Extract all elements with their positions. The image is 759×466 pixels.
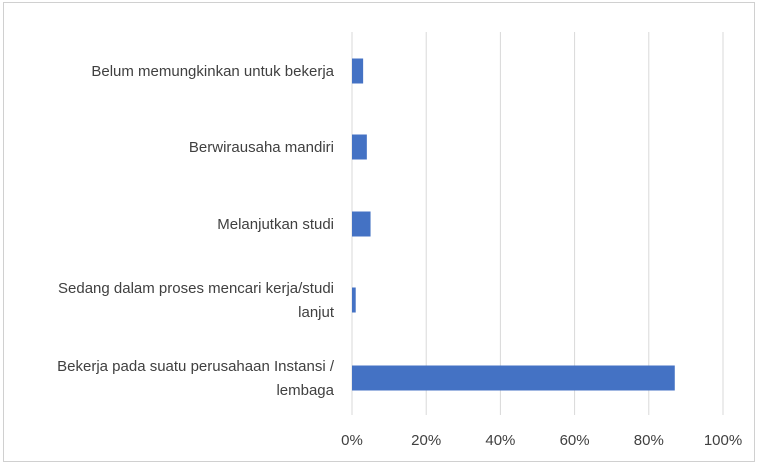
category-label-4-line-0: Bekerja pada suatu perusahaan Instansi /: [57, 358, 335, 375]
bar-2: [352, 211, 371, 237]
category-label-0: Belum memungkinkan untuk bekerja: [91, 63, 334, 80]
category-label-1: Berwirausaha mandiri: [189, 139, 334, 156]
bar-0: [352, 58, 364, 84]
category-label-2: Melanjutkan studi: [217, 216, 334, 233]
x-tick-label-4: 80%: [634, 432, 664, 449]
bar-3: [352, 287, 356, 313]
x-tick-label-2: 40%: [485, 432, 515, 449]
x-tick-label-1: 20%: [411, 432, 441, 449]
category-label-3-line-1: lanjut: [298, 304, 335, 321]
bar-1: [352, 134, 367, 160]
category-label-3-line-0: Sedang dalam proses mencari kerja/studi: [58, 280, 334, 297]
x-tick-label-0: 0%: [341, 432, 363, 449]
x-tick-label-5: 100%: [704, 432, 742, 449]
bar-4: [352, 365, 675, 391]
x-tick-label-3: 60%: [560, 432, 590, 449]
category-label-4-line-1: lembaga: [276, 382, 334, 399]
